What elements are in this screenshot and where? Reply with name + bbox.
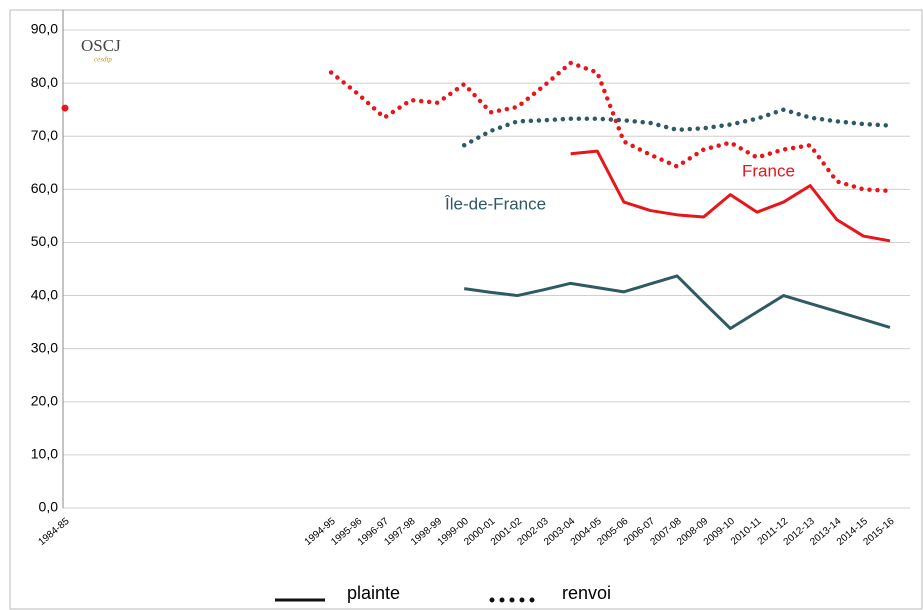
point xyxy=(61,104,69,112)
y-tick-label: 50,0 xyxy=(31,233,58,249)
chart-border xyxy=(9,9,923,610)
series-line xyxy=(570,149,891,243)
y-tick-label: 0,0 xyxy=(39,499,59,515)
y-tick-label: 30,0 xyxy=(31,339,58,355)
series-line xyxy=(461,107,893,148)
annotation: France xyxy=(742,161,795,180)
logo-title: OSCJ xyxy=(81,36,121,55)
y-tick-label: 70,0 xyxy=(31,127,58,143)
series-line xyxy=(328,60,893,194)
legend-label: plainte xyxy=(347,583,400,603)
y-tick-label: 10,0 xyxy=(31,446,58,462)
x-tick-label: 1984-85 xyxy=(36,516,72,548)
logo-subtitle: cesdip xyxy=(94,56,112,64)
annotation: Île-de-France xyxy=(444,194,546,213)
series-line xyxy=(463,274,891,330)
y-tick-label: 40,0 xyxy=(31,286,58,302)
legend-label: renvoi xyxy=(562,583,611,603)
y-tick-label: 20,0 xyxy=(31,392,58,408)
y-tick-label: 80,0 xyxy=(31,74,58,90)
y-tick-label: 90,0 xyxy=(31,21,58,37)
y-tick-label: 60,0 xyxy=(31,180,58,196)
